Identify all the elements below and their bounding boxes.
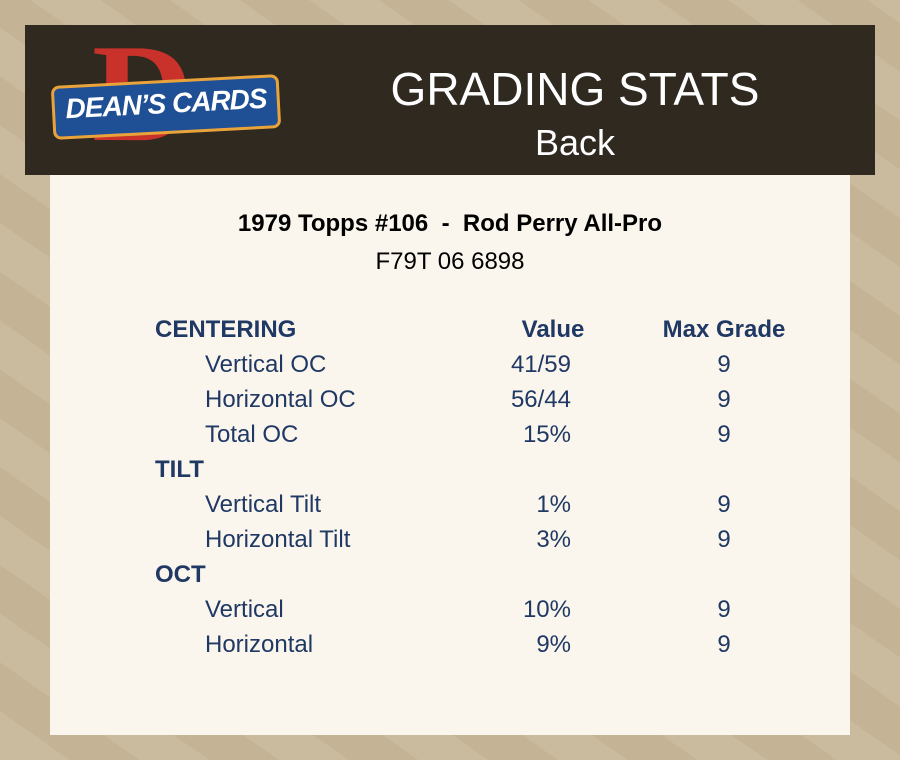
row-value: 15% xyxy=(522,421,571,448)
row-label: Horizontal Tilt xyxy=(205,526,351,553)
column-header: Value xyxy=(521,316,585,343)
section-label: CENTERING xyxy=(155,316,297,343)
row-label: Vertical OC xyxy=(205,351,327,378)
row-label: Horizontal OC xyxy=(205,386,356,413)
column-header: Max Grade xyxy=(662,316,786,343)
row-label: Vertical Tilt xyxy=(205,491,322,518)
row-label: Vertical xyxy=(205,596,284,623)
row-max-grade: 9 xyxy=(717,526,731,553)
row-value: 1% xyxy=(536,491,571,518)
row-value: 3% xyxy=(536,526,571,553)
card-cert: F79T 06 6898 xyxy=(375,248,525,275)
section-label: OCT xyxy=(155,561,206,588)
row-label: Total OC xyxy=(205,421,299,448)
row-max-grade: 9 xyxy=(717,386,731,413)
row-max-grade: 9 xyxy=(717,351,731,378)
row-max-grade: 9 xyxy=(717,631,731,658)
row-label: Horizontal xyxy=(205,631,314,658)
row-max-grade: 9 xyxy=(717,491,731,518)
row-value: 56/44 xyxy=(510,386,571,413)
section-label: TILT xyxy=(155,456,204,483)
page-subtitle: Back xyxy=(534,122,616,163)
card-panel xyxy=(50,175,850,735)
page-title: GRADING STATS xyxy=(390,63,760,115)
row-max-grade: 9 xyxy=(717,596,731,623)
card-title: 1979 Topps #106 - Rod Perry All-Pro xyxy=(237,210,663,237)
row-max-grade: 9 xyxy=(717,421,731,448)
row-value: 10% xyxy=(522,596,571,623)
row-value: 41/59 xyxy=(510,351,571,378)
row-value: 9% xyxy=(536,631,571,658)
